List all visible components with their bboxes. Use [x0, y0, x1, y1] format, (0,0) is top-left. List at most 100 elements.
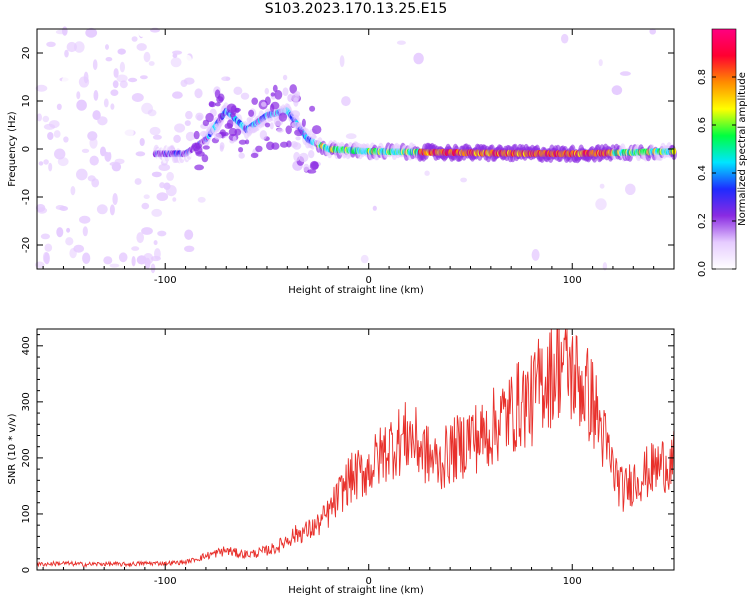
noise-cell: [109, 263, 120, 268]
noise-cell: [74, 41, 85, 53]
noise-cell: [83, 71, 89, 84]
y-tick-label: 20: [21, 47, 32, 60]
noise-cell: [54, 148, 66, 160]
transition-cell: [294, 129, 304, 137]
x-tick-label: 0: [366, 275, 372, 286]
transition-cell: [276, 128, 284, 133]
noise-cell: [113, 68, 119, 78]
transition-cell: [193, 130, 200, 140]
transition-cell: [219, 145, 224, 152]
noise-cell: [140, 75, 148, 80]
colorbar-tick-label: 0.2: [697, 213, 708, 229]
noise-cell: [88, 198, 97, 205]
noise-cell: [341, 96, 351, 107]
transition-cell: [278, 106, 287, 115]
noise-cell: [117, 48, 126, 55]
noise-cell: [602, 262, 608, 271]
noise-cell: [519, 120, 526, 132]
transition-cell: [285, 125, 292, 135]
colorbar-ticks: 0.0 0.2 0.4 0.6 0.8: [697, 69, 736, 277]
noise-cell: [36, 113, 43, 122]
noise-cell: [46, 41, 56, 47]
noise-cell: [53, 130, 61, 138]
noise-cell: [110, 89, 119, 96]
noise-cell: [79, 215, 91, 224]
noise-cell: [184, 120, 191, 126]
noise-cell: [535, 138, 545, 143]
noise-cell: [53, 47, 65, 52]
noise-cell: [37, 207, 48, 214]
y-tick-label: 200: [21, 448, 32, 467]
noise-cell: [87, 131, 98, 141]
noise-cell: [649, 28, 656, 35]
noise-cell: [119, 61, 125, 73]
y-tick-label: -10: [21, 189, 32, 205]
noise-cell: [151, 208, 163, 217]
x-tick-label: -100: [154, 576, 177, 587]
transition-cell: [205, 112, 214, 123]
noise-cell: [599, 183, 605, 189]
noise-cell: [595, 198, 607, 211]
noise-cell: [55, 29, 67, 35]
transition-cell: [290, 110, 301, 118]
noise-cell: [424, 170, 430, 176]
x-tick-label: 0: [366, 576, 372, 587]
transition-cell: [270, 101, 280, 110]
noise-cell: [345, 133, 357, 140]
noise-cell: [143, 51, 151, 63]
y-tick-label: 0: [21, 567, 32, 573]
noise-cell: [65, 237, 74, 246]
transition-cell: [238, 139, 247, 145]
noise-cell: [144, 167, 156, 173]
transition-cell: [251, 97, 258, 105]
snr-x-ticks: -100 0 100: [42, 329, 675, 587]
noise-cell: [38, 161, 44, 166]
noise-cell: [172, 197, 177, 202]
y-tick-label: 300: [21, 392, 32, 411]
noise-cell: [64, 49, 69, 58]
transition-cell: [238, 147, 244, 153]
noise-cell: [413, 52, 424, 65]
transition-cell: [221, 76, 231, 81]
transition-cell: [246, 117, 252, 123]
noise-cell: [131, 36, 138, 42]
y-tick-label: 0: [21, 146, 32, 152]
transition-cell: [248, 109, 255, 117]
noise-cell: [110, 103, 115, 110]
colorbar-tick-label: 0.8: [697, 69, 708, 85]
transition-cell: [259, 130, 268, 140]
noise-cell: [119, 80, 128, 89]
snr-y-ticks: 0 100 200 300 400: [21, 334, 674, 573]
noise-cell: [76, 168, 88, 181]
noise-cell: [136, 43, 147, 51]
noise-cell: [82, 226, 88, 237]
noise-cell: [173, 134, 181, 143]
snr-x-axis-label: Height of straight line (km): [288, 585, 424, 596]
transition-cell: [298, 152, 309, 163]
transition-cell: [214, 123, 222, 128]
noise-cell: [134, 178, 142, 185]
noise-cell: [136, 255, 147, 265]
transition-cell: [264, 87, 269, 95]
transition-cell: [261, 101, 267, 107]
snr-series-line: [36, 328, 675, 568]
noise-cell: [156, 192, 169, 202]
transition-cell: [235, 107, 240, 114]
transition-cell: [208, 101, 215, 107]
transition-cell: [250, 127, 260, 132]
spectrogram-x-ticks: -100 0 100: [42, 29, 675, 286]
transition-cell: [215, 102, 221, 107]
snr-frame: [36, 328, 675, 571]
transition-cell: [202, 145, 210, 150]
noise-cell: [82, 252, 91, 264]
transition-cell: [240, 92, 250, 100]
transition-cell: [266, 141, 275, 151]
transition-cell: [314, 139, 321, 146]
noise-cell: [44, 243, 53, 252]
transition-cell: [286, 140, 292, 148]
noise-cell: [81, 148, 90, 153]
noise-cell: [103, 256, 113, 265]
transition-cell: [226, 119, 234, 129]
noise-cell: [35, 84, 48, 92]
noise-cell: [134, 263, 141, 272]
